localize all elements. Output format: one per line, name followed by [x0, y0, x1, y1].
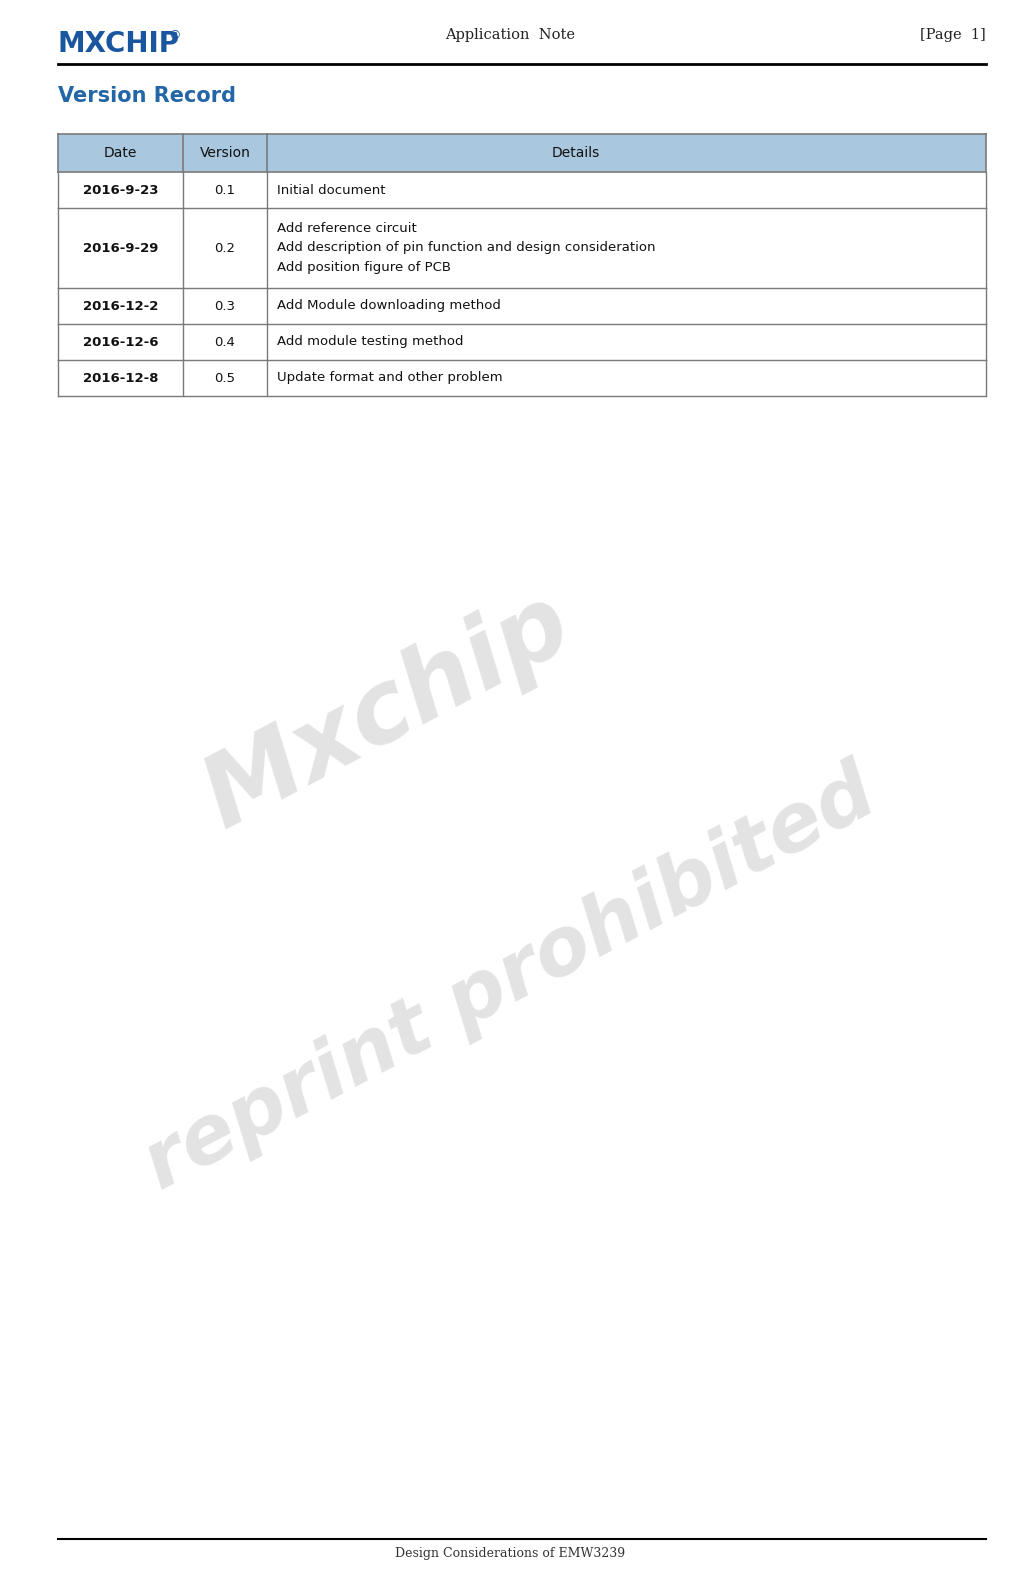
Text: reprint prohibited: reprint prohibited [132, 754, 889, 1206]
Text: Details: Details [551, 145, 599, 160]
Text: Version Record: Version Record [58, 85, 236, 106]
Bar [58, 209, 986, 288]
Text: 2016-12-8: 2016-12-8 [83, 372, 158, 384]
Text: 2016-9-29: 2016-9-29 [83, 242, 158, 255]
Text: 2016-9-23: 2016-9-23 [83, 183, 158, 196]
Text: [Page  1]: [Page 1] [920, 28, 986, 43]
Text: Initial document: Initial document [277, 183, 385, 196]
Text: Add description of pin function and design consideration: Add description of pin function and desi… [277, 242, 655, 255]
Text: Application  Note: Application Note [445, 28, 576, 43]
Text: 2016-12-2: 2016-12-2 [83, 299, 158, 313]
Text: ®: ® [168, 28, 181, 43]
Text: Add reference circuit: Add reference circuit [277, 221, 417, 234]
Text: 0.5: 0.5 [214, 372, 236, 384]
Text: 0.4: 0.4 [214, 335, 236, 348]
Text: 0.2: 0.2 [214, 242, 236, 255]
Bar [58, 172, 986, 209]
Text: 0.1: 0.1 [214, 183, 236, 196]
Text: Add position figure of PCB: Add position figure of PCB [277, 261, 451, 275]
Bar [58, 134, 986, 172]
Text: 0.3: 0.3 [214, 299, 236, 313]
Text: Date: Date [104, 145, 138, 160]
Text: Update format and other problem: Update format and other problem [277, 372, 502, 384]
Bar [58, 324, 986, 360]
Text: Design Considerations of EMW3239: Design Considerations of EMW3239 [395, 1546, 626, 1560]
Bar [58, 288, 986, 324]
Text: Version: Version [199, 145, 250, 160]
Text: Add module testing method: Add module testing method [277, 335, 464, 348]
Text: Mxchip: Mxchip [189, 574, 587, 849]
Bar [58, 360, 986, 395]
Text: MXCHIP: MXCHIP [58, 30, 180, 58]
Text: Add Module downloading method: Add Module downloading method [277, 299, 500, 313]
Text: 2016-12-6: 2016-12-6 [83, 335, 158, 348]
